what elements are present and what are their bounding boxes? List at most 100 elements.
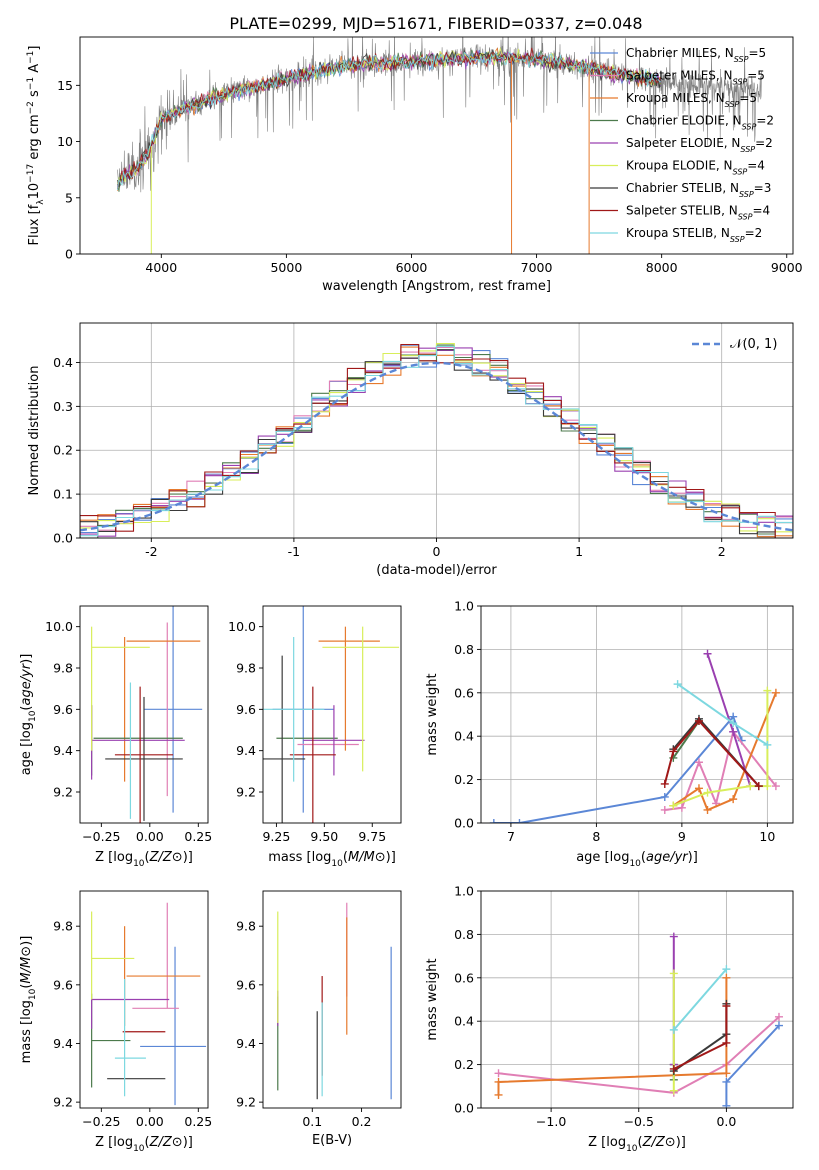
label-part: −1: [26, 77, 36, 90]
legend-nssp: =5: [739, 91, 757, 105]
weight-marker: [669, 969, 678, 978]
y-tick-label: 1.0: [454, 599, 474, 614]
normal-curve: [80, 361, 793, 532]
plot-area-age_vs_mass: [263, 606, 400, 823]
label-part: Z [: [95, 850, 113, 865]
legend-sub: SSP: [738, 212, 753, 221]
x-axis-label: age [log10(age/yr)]: [576, 850, 698, 869]
y-tick-label: 1.0: [454, 884, 474, 899]
x-axis-label: Z [log10(Z/Z⊙)]: [588, 1135, 686, 1154]
label-part: Z/Z⊙: [149, 850, 183, 865]
legend-model: Chabrier STELIB, N: [626, 181, 739, 195]
label-part: log: [19, 722, 34, 742]
x-tick-label: 7000: [521, 260, 553, 275]
frame-weight_vs_Z: −1.0 −0.5 0.0 0.0 0.2 0.4 0.6 0.8 1.0: [454, 884, 794, 1129]
y-tick-label: 9.8: [53, 661, 73, 676]
legend-entry: Salpeter ELODIE, NSSP=2: [626, 136, 773, 154]
x-axis-label: wavelength [Angstrom, rest frame]: [322, 279, 551, 294]
weight-line-chabrier-miles: [493, 714, 743, 823]
x-axis-label: E(B-V): [312, 1133, 352, 1148]
y-tick-label: 0.0: [53, 531, 73, 546]
weight-marker: [694, 717, 703, 726]
axes-frame: [79, 890, 209, 1109]
legend-sub: SSP: [733, 77, 748, 86]
label-part: log: [610, 850, 630, 865]
axes-frame: [262, 605, 402, 824]
weight-line-salpeter-miles: [498, 1016, 780, 1094]
y-tick-label: 0.1: [53, 487, 73, 502]
panel-age_vs_mass: 9.25 9.50 9.75 9.2 9.4 9.6 9.8 10.0: [228, 605, 402, 844]
legend-nssp: =2: [756, 114, 774, 128]
weight-marker: [660, 805, 669, 814]
plot-area-mass_vs_Z: [91, 902, 207, 1106]
x-tick-label: −0.25: [82, 829, 120, 844]
y-tick-label: 9.4: [53, 1036, 73, 1051]
axes-frame: [480, 890, 794, 1109]
weight-marker: [694, 758, 703, 767]
weight-marker: [669, 1025, 678, 1034]
y-tick-label: 9.4: [53, 743, 73, 758]
legend-entry: Chabrier STELIB, NSSP=3: [626, 181, 771, 199]
weight-line-chabrier-stelib: [672, 717, 760, 787]
weight-marker: [515, 819, 524, 823]
label-part: age [: [19, 742, 34, 775]
y-tick-label: 9.8: [53, 919, 73, 934]
weight-marker: [673, 680, 682, 689]
y-tick-label: 0.2: [454, 1057, 474, 1072]
label-part: M/M⊙: [19, 946, 34, 984]
y-tick-label: 9.8: [236, 919, 256, 934]
legend-nssp: =5: [748, 46, 766, 60]
legend-model: Kroupa STELIB, N: [626, 226, 730, 240]
label-part: 10: [27, 183, 42, 200]
model-spectrum-kroupa-stelib: [117, 50, 662, 191]
weight-marker: [677, 803, 686, 812]
label-part: )]: [688, 850, 698, 865]
weight-marker: [771, 782, 780, 791]
label-part: −17: [26, 164, 36, 183]
y-tick-label: 9.2: [53, 785, 73, 800]
y-tick-label: 9.6: [236, 702, 256, 717]
weight-marker: [489, 819, 498, 823]
x-tick-label: 9.50: [310, 829, 338, 844]
weight-marker: [660, 792, 669, 801]
panel-mass_vs_ebv: 0.1 0.2 9.2 9.4 9.6 9.8: [236, 890, 402, 1129]
label-part: A: [27, 64, 42, 77]
label-part: log: [113, 1135, 133, 1150]
y-tick-label: 0.6: [454, 970, 474, 985]
plot-area-weight_vs_age: [489, 649, 780, 823]
frame-spectrum: 4000 5000 6000 7000 8000 9000 0 5 10 15: [57, 36, 803, 275]
label-part: (: [145, 850, 150, 865]
weight-marker: [774, 1021, 783, 1030]
weight-line-salpeter-stelib: [663, 719, 760, 787]
weight-marker: [722, 973, 731, 982]
label-part: log: [19, 1000, 34, 1020]
label-part: 10: [28, 710, 38, 722]
x-tick-label: 0.25: [184, 1114, 212, 1129]
panel-weight_vs_age: 7 8 9 10 0.0 0.2 0.4 0.6 0.8 1.0: [454, 599, 794, 844]
x-tick-label: -1: [288, 544, 300, 559]
label-part: (: [145, 1135, 150, 1150]
label-part: −1: [26, 51, 36, 64]
legend-entry: Kroupa STELIB, NSSP=2: [626, 226, 762, 244]
label-part: (: [19, 706, 34, 711]
y-tick-label: 9.4: [236, 1036, 256, 1051]
frame-mass_vs_Z: −0.25 0.00 0.25 9.2 9.4 9.6 9.8: [53, 890, 212, 1129]
y-tick-label: 9.4: [236, 743, 256, 758]
frame-residuals: -2 -1 0 1 2 0.0 0.1 0.2 0.3 0.4: [53, 322, 794, 559]
panel-age_vs_Z: −0.25 0.00 0.25 9.2 9.4 9.6 9.8 10.0: [45, 605, 212, 844]
legend-nssp: =5: [747, 69, 765, 83]
weight-marker: [669, 747, 678, 756]
weight-marker: [494, 1069, 503, 1078]
panel-spectrum: 4000 5000 6000 7000 8000 9000 0 5 10 15: [57, 36, 803, 275]
x-tick-label: 0.25: [184, 829, 212, 844]
legend-sub: SSP: [734, 55, 749, 64]
weight-marker: [703, 805, 712, 814]
x-tick-label: 1: [575, 544, 583, 559]
label-part: log: [606, 1135, 626, 1150]
plot-area-spectrum: [117, 37, 762, 254]
plot-area-weight_vs_Z: [494, 932, 783, 1108]
label-part: Flux [f: [27, 204, 42, 245]
weight-line-chabrier-stelib: [673, 1003, 728, 1072]
